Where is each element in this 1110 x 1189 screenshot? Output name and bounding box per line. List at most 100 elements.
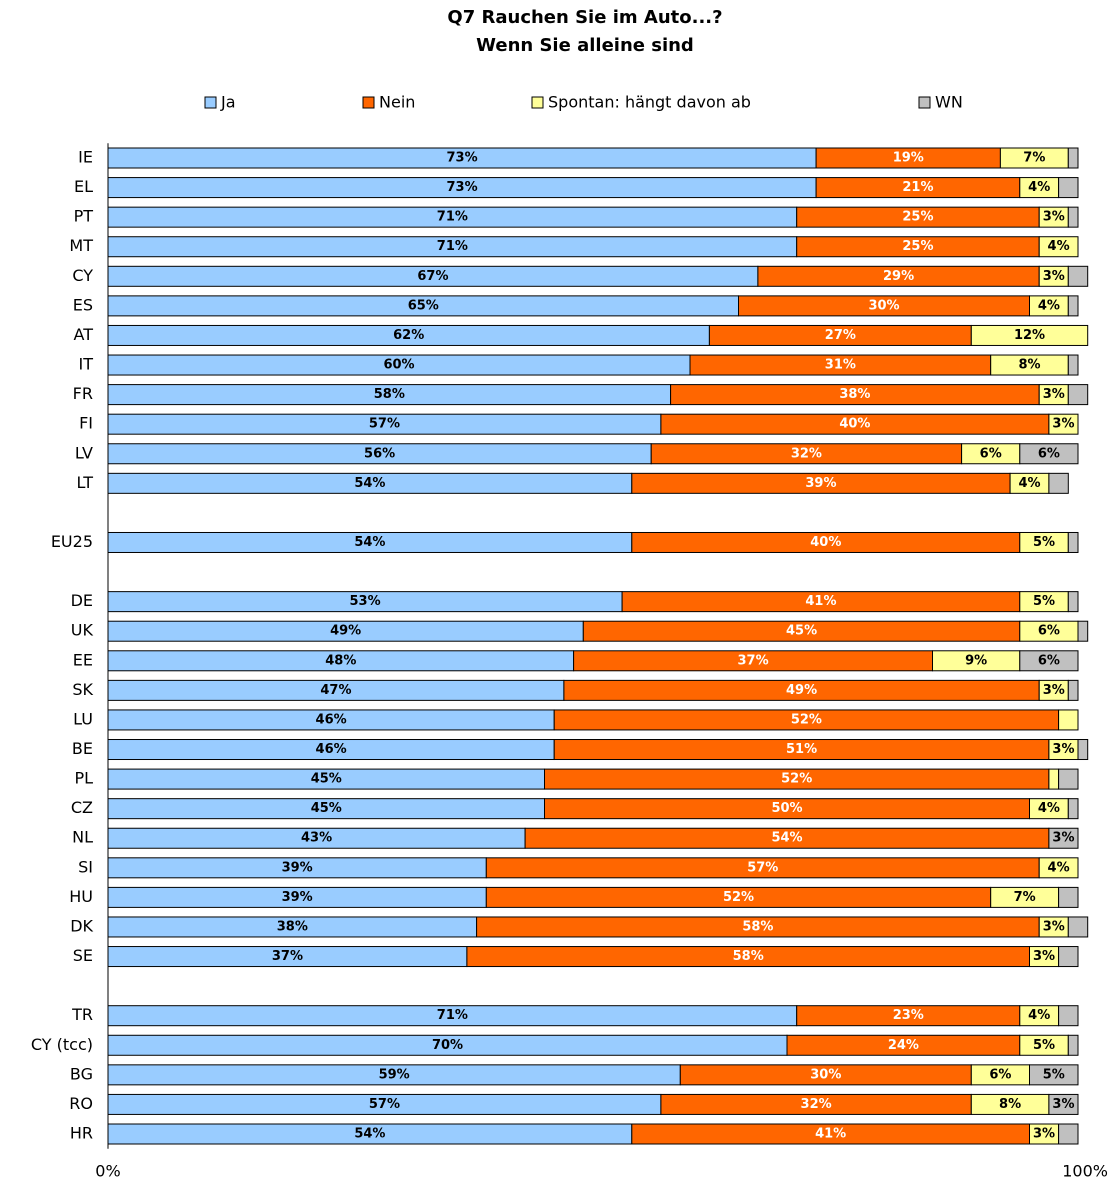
value-label: 32% [791, 446, 822, 461]
bar-segment [1048, 1093, 1079, 1115]
value-label: 45% [311, 801, 342, 816]
y-tick-label: SE [73, 946, 93, 965]
bar-segment [1067, 206, 1079, 228]
y-tick-label: IE [78, 148, 93, 167]
value-label: 57% [747, 860, 778, 875]
y-tick-label: IT [79, 355, 94, 374]
bar-segment [1067, 147, 1079, 169]
value-label: 40% [839, 417, 870, 432]
bar-segment [1067, 798, 1079, 820]
value-label: 32% [801, 1097, 832, 1112]
value-label: 4% [1038, 298, 1060, 313]
value-label: 4% [1038, 801, 1060, 816]
value-label: 3% [1043, 210, 1065, 225]
value-label: 65% [408, 298, 439, 313]
value-label: 6% [989, 1067, 1011, 1082]
value-label: 41% [815, 1127, 846, 1142]
y-tick-label: CY [72, 266, 93, 285]
value-label: 8% [1018, 358, 1040, 373]
value-label: 6% [1038, 653, 1060, 668]
y-tick-label: EU25 [51, 532, 93, 551]
bar-segment [1067, 591, 1079, 613]
value-label: 51% [786, 742, 817, 757]
value-label: 49% [786, 683, 817, 698]
y-tick-label: SK [72, 680, 93, 699]
value-label: 12% [1014, 328, 1045, 343]
value-label: 27% [825, 328, 856, 343]
y-tick-label: HR [70, 1124, 93, 1143]
value-label: 24% [888, 1038, 919, 1053]
value-label: 52% [781, 772, 812, 787]
value-label: 7% [1023, 151, 1045, 166]
value-label: 59% [379, 1067, 410, 1082]
bar-segment [1058, 709, 1079, 731]
bar-segment [1067, 679, 1079, 701]
y-tick-label: MT [69, 236, 93, 255]
value-label: 3% [1052, 417, 1074, 432]
value-label: 4% [1028, 180, 1050, 195]
y-tick-label: FI [79, 414, 93, 433]
bar-segment [1067, 916, 1089, 938]
legend-swatch [531, 96, 544, 109]
y-tick-label: NL [72, 828, 93, 847]
y-tick-label: SI [78, 857, 93, 876]
value-label: 25% [902, 210, 933, 225]
bar-segment [1019, 650, 1079, 672]
value-label: 70% [432, 1038, 463, 1053]
y-tick-label: RO [69, 1094, 93, 1113]
value-label: 4% [1028, 1008, 1050, 1023]
value-label: 4% [1018, 476, 1040, 491]
value-label: 39% [282, 860, 313, 875]
value-label: 4% [1048, 239, 1070, 254]
bar-segment [1067, 295, 1079, 317]
bar-segment [1058, 1123, 1079, 1145]
chart-title: Q7 Rauchen Sie im Auto...? [447, 7, 722, 28]
value-label: 71% [437, 1008, 468, 1023]
bar-segment [1077, 620, 1089, 642]
bar-segment [1067, 531, 1079, 553]
bar-segment [1067, 265, 1089, 287]
value-label: 58% [742, 919, 773, 934]
value-label: 71% [437, 210, 468, 225]
value-label: 3% [1043, 269, 1065, 284]
legend-swatch [918, 96, 931, 109]
y-tick-label: TR [71, 1005, 93, 1024]
bar-segment [1067, 384, 1089, 406]
bar-segment [1058, 946, 1079, 968]
value-label: 25% [902, 239, 933, 254]
bar-segment [1029, 1064, 1079, 1086]
value-label: 52% [791, 712, 822, 727]
value-label: 57% [369, 1097, 400, 1112]
y-tick-label: FR [73, 384, 93, 403]
y-tick-label: LT [77, 473, 94, 492]
bar-segment [1058, 177, 1079, 199]
x-tick-label: 0% [95, 1162, 120, 1181]
y-tick-label: BE [72, 739, 93, 758]
value-label: 73% [446, 180, 477, 195]
legend-label: Spontan: hängt davon ab [548, 93, 751, 112]
value-label: 54% [354, 476, 385, 491]
y-tick-label: CZ [71, 798, 93, 817]
y-tick-label: ES [73, 295, 93, 314]
legend-swatch [362, 96, 375, 109]
value-label: 3% [1052, 1097, 1074, 1112]
value-label: 9% [965, 653, 987, 668]
bar-segment [1019, 443, 1079, 465]
value-label: 8% [999, 1097, 1021, 1112]
value-label: 71% [437, 239, 468, 254]
value-label: 50% [771, 801, 802, 816]
y-tick-label: DK [70, 916, 93, 935]
value-label: 5% [1033, 1038, 1055, 1053]
bar-segment [1048, 413, 1079, 435]
value-label: 3% [1043, 683, 1065, 698]
value-label: 52% [723, 890, 754, 905]
value-label: 5% [1033, 535, 1055, 550]
y-tick-label: LU [73, 709, 93, 728]
value-label: 3% [1033, 949, 1055, 964]
value-label: 45% [786, 624, 817, 639]
y-tick-label: PL [74, 769, 93, 788]
value-label: 40% [810, 535, 841, 550]
value-label: 3% [1033, 1127, 1055, 1142]
value-label: 49% [330, 624, 361, 639]
